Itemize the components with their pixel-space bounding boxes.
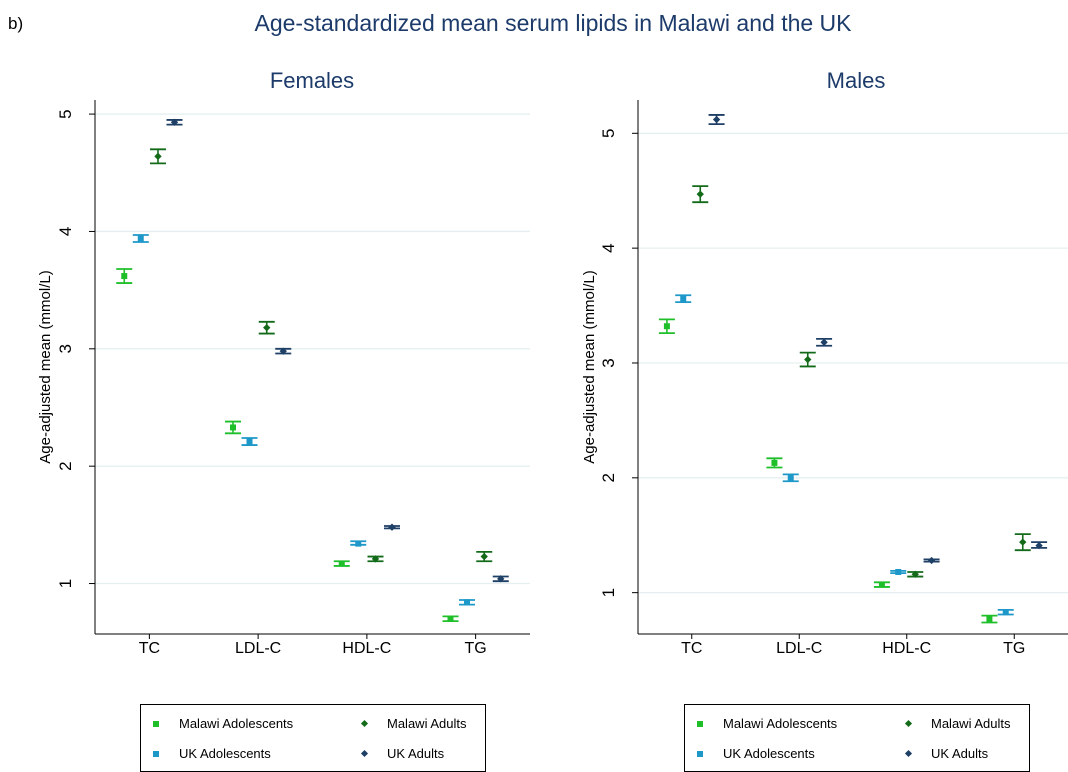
legend-swatch-uk-adults xyxy=(360,749,369,758)
panel-males: Males 1 2 3 4 5 Age-adjusted mean (mmol/L) TC LD… xyxy=(581,68,1068,657)
legend-swatch-uk-adolescents xyxy=(153,751,159,757)
panel-title: Males xyxy=(827,68,886,93)
y-tick-label: 1 xyxy=(599,588,618,597)
legend-swatch-malawi-adolescents xyxy=(697,721,703,727)
data-point xyxy=(279,347,287,355)
data-point xyxy=(464,599,471,606)
x-tick-label: TG xyxy=(1003,640,1025,657)
legend-label-malawi-adults: Malawi Adults xyxy=(387,716,467,731)
data-point xyxy=(911,570,919,578)
legend-males: Malawi Adolescents Malawi Adults UK Adol… xyxy=(684,704,1030,772)
data-point xyxy=(137,235,144,242)
x-tick-label: LDL-C xyxy=(776,640,822,657)
data-point xyxy=(388,523,396,531)
series-malawi-adults xyxy=(692,185,1031,578)
data-point xyxy=(1002,609,1009,616)
legend-swatch-malawi-adolescents xyxy=(153,721,159,727)
series-uk-adolescents xyxy=(675,294,1014,616)
y-tick-label: 3 xyxy=(599,358,618,367)
legend-label-uk-adolescents: UK Adolescents xyxy=(179,746,271,761)
data-point xyxy=(927,556,936,565)
data-point xyxy=(878,581,885,588)
legend-label-uk-adolescents: UK Adolescents xyxy=(723,746,815,761)
x-tick-label: LDL-C xyxy=(235,640,281,657)
data-point xyxy=(820,338,828,346)
data-point xyxy=(986,616,993,623)
data-point xyxy=(497,575,505,583)
data-point xyxy=(895,568,902,575)
y-tick-label: 4 xyxy=(599,243,618,252)
data-point xyxy=(1035,541,1043,550)
legend-label-malawi-adolescents: Malawi Adolescents xyxy=(179,716,294,731)
data-point xyxy=(355,540,362,547)
legend-swatch-malawi-adults xyxy=(904,719,913,728)
data-point xyxy=(480,552,488,561)
data-point xyxy=(121,273,128,280)
panel-females: Females 1 2 3 4 5 Age-adjusted mean (mmol/L) TC… xyxy=(37,68,530,657)
data-point xyxy=(338,560,345,567)
data-point xyxy=(804,355,812,364)
series-uk-adolescents xyxy=(132,234,476,606)
series-uk-adults xyxy=(708,114,1048,565)
x-tick-label: TC xyxy=(681,640,702,657)
data-point xyxy=(1019,538,1027,546)
y-axis-label: Age-adjusted mean (mmol/L) xyxy=(37,270,54,463)
y-tick-label: 5 xyxy=(599,129,618,138)
y-tick-label: 1 xyxy=(56,579,75,588)
x-tick-label: TG xyxy=(465,640,487,657)
series-uk-adults xyxy=(166,118,509,583)
series-malawi-adolescents xyxy=(658,318,998,624)
legend-label-uk-adults: UK Adults xyxy=(931,746,989,761)
data-point xyxy=(787,474,794,481)
data-point xyxy=(230,424,237,431)
series-malawi-adults xyxy=(149,148,493,563)
data-point xyxy=(680,295,687,302)
data-point xyxy=(246,438,253,445)
figure-title: Age-standardized mean serum lipids in Ma… xyxy=(254,10,852,36)
legend-females: Malawi Adolescents Malawi Adults UK Adol… xyxy=(140,704,486,772)
x-tick-label: HDL-C xyxy=(882,640,931,657)
panel-title: Females xyxy=(270,68,354,93)
legend-swatch-uk-adults xyxy=(904,749,913,758)
data-point xyxy=(371,555,380,563)
legend-swatch-malawi-adults xyxy=(360,719,369,728)
x-tick-label: TC xyxy=(139,640,160,657)
data-point xyxy=(447,615,454,622)
data-point xyxy=(263,324,271,332)
y-tick-label: 2 xyxy=(56,461,75,470)
legend-label-malawi-adults: Malawi Adults xyxy=(931,716,1011,731)
panel-label: b) xyxy=(8,14,24,33)
y-tick-label: 5 xyxy=(56,109,75,118)
y-axis-label: Age-adjusted mean (mmol/L) xyxy=(581,270,598,463)
data-point xyxy=(696,190,704,198)
legend-swatch-uk-adolescents xyxy=(697,751,703,757)
series-malawi-adolescents xyxy=(116,268,459,622)
data-point xyxy=(771,459,778,466)
y-tick-label: 3 xyxy=(56,344,75,353)
legend-label-malawi-adolescents: Malawi Adolescents xyxy=(723,716,838,731)
data-point xyxy=(712,115,721,124)
legend-label-uk-adults: UK Adults xyxy=(387,746,445,761)
y-tick-label: 4 xyxy=(56,227,75,236)
y-tick-label: 2 xyxy=(599,473,618,482)
data-point xyxy=(663,323,670,330)
x-tick-label: HDL-C xyxy=(342,640,391,657)
data-point xyxy=(154,152,162,161)
